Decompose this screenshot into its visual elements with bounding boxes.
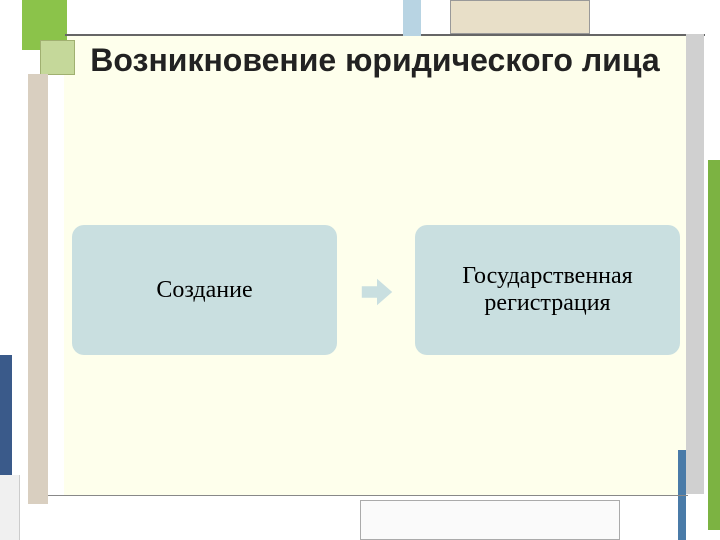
decor-line (65, 34, 705, 36)
flow-node-label: Создание (156, 277, 252, 304)
decor-line (48, 495, 688, 496)
decor-strip (28, 74, 48, 504)
decor-block (360, 500, 620, 540)
slide-title: Возникновение юридического лица (70, 42, 680, 79)
decor-strip (708, 160, 720, 530)
decor-block (0, 475, 20, 540)
flow-node-label: Государственная регистрация (425, 263, 670, 317)
decor-block (450, 0, 590, 34)
flow-node-registration: Государственная регистрация (415, 225, 680, 355)
arrow-icon (358, 273, 396, 311)
decor-strip (0, 355, 12, 475)
decor-block (403, 0, 421, 36)
flow-node-creation: Создание (72, 225, 337, 355)
decor-strip (686, 34, 704, 494)
